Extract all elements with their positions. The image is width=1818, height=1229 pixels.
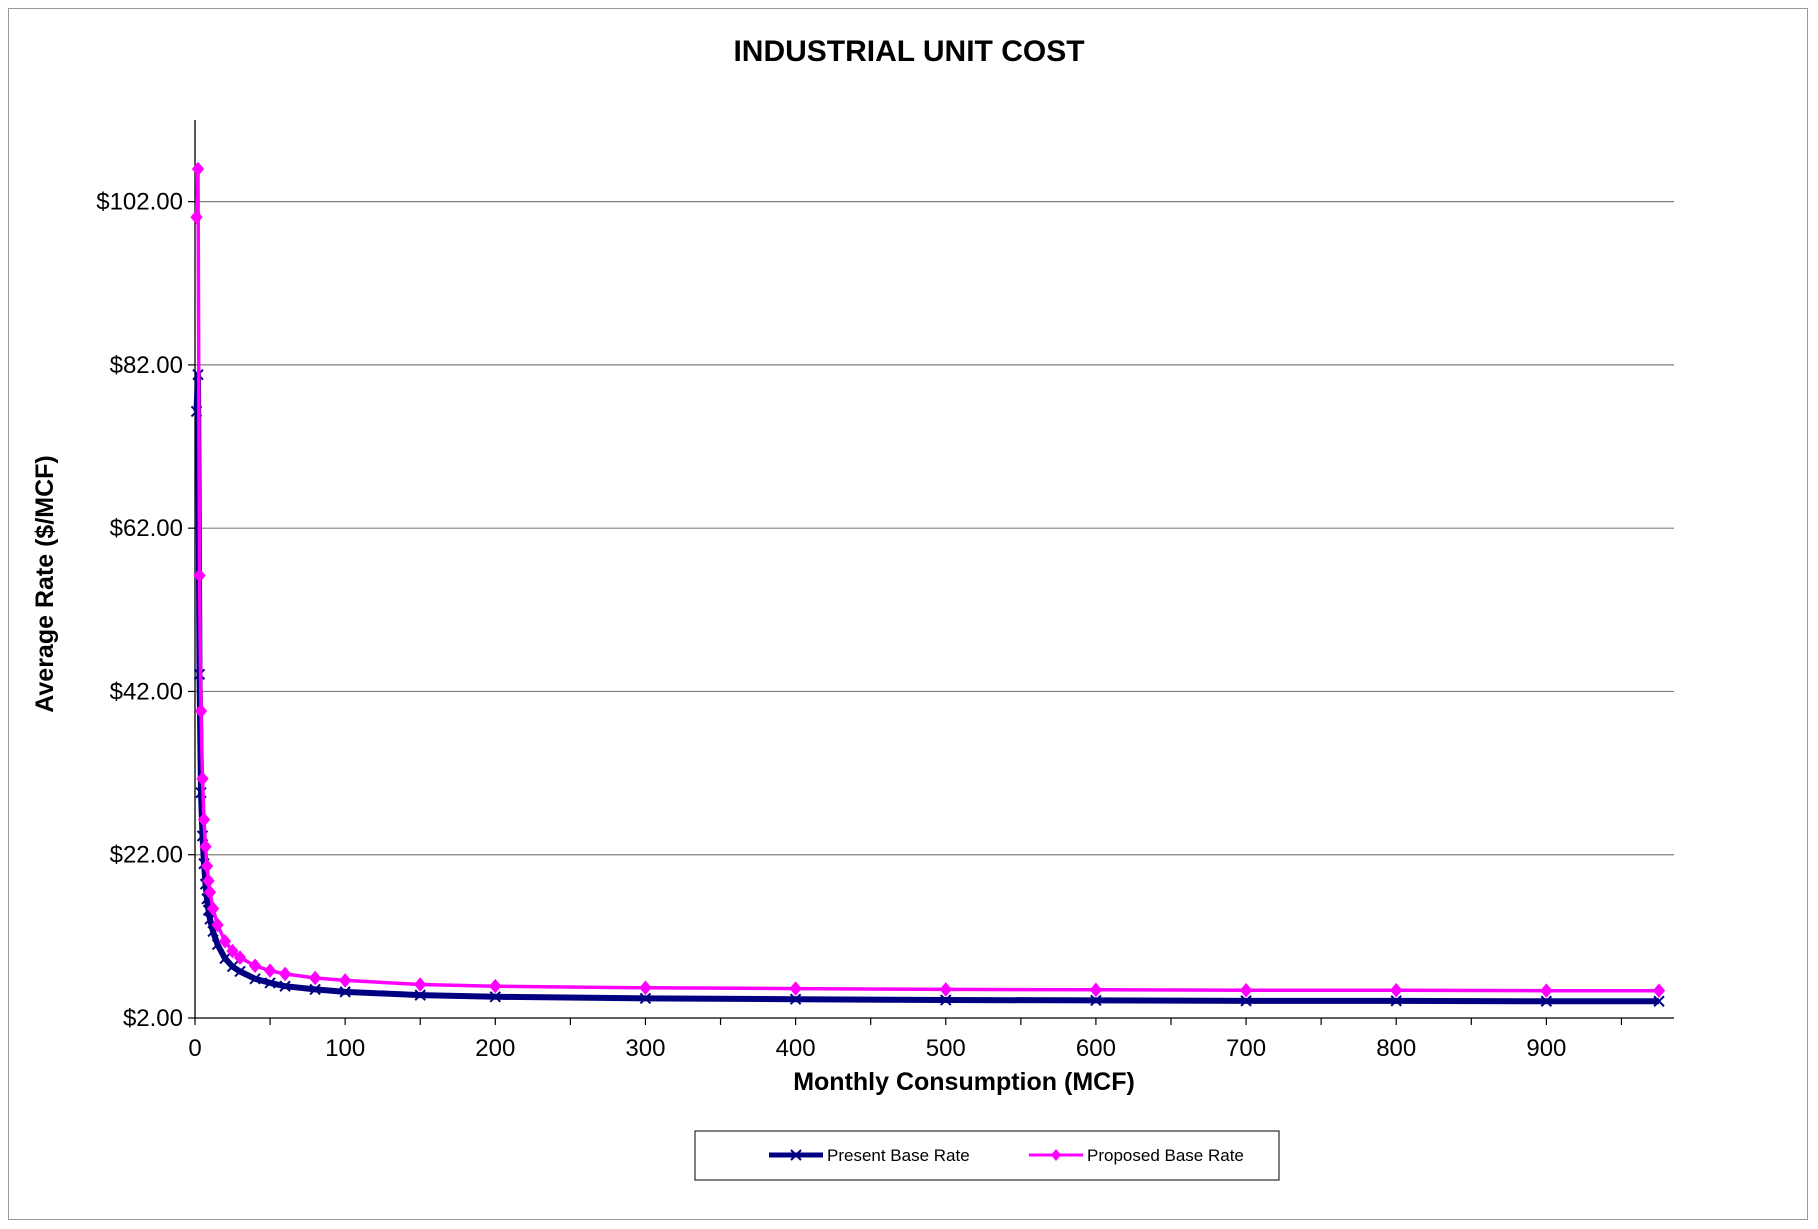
series-line xyxy=(194,167,1659,993)
data-point xyxy=(414,989,426,1001)
legend-label: Proposed Base Rate xyxy=(1087,1146,1244,1165)
legend-marker xyxy=(1051,1149,1061,1161)
y-tick-label: $62.00 xyxy=(110,515,183,542)
data-point xyxy=(190,209,203,225)
legend: Present Base Rate Proposed Base Rate xyxy=(694,1130,1280,1181)
data-point xyxy=(226,960,239,973)
series-layer xyxy=(190,161,1666,1007)
data-point xyxy=(279,980,291,992)
gridlines xyxy=(195,201,1674,856)
data-point xyxy=(249,973,261,985)
y-tick-labels: $2.00 $22.00 $42.00 $62.00 $82.00 $102.00 xyxy=(96,189,183,1032)
data-point xyxy=(197,812,211,827)
x-tick-label: 800 xyxy=(1376,1035,1416,1062)
data-point xyxy=(1390,995,1402,1007)
data-point xyxy=(1240,995,1252,1007)
y-tick-label: $42.00 xyxy=(110,678,183,705)
data-point xyxy=(1390,982,1403,998)
data-point xyxy=(639,980,652,996)
data-point xyxy=(1652,983,1666,998)
x-tick-label: 500 xyxy=(926,1035,966,1062)
data-point xyxy=(218,933,232,949)
data-point xyxy=(234,965,246,978)
data-point xyxy=(211,917,224,933)
data-point xyxy=(1540,983,1553,998)
legend-item: Proposed Base Rate xyxy=(1029,1146,1244,1165)
data-point xyxy=(1540,995,1553,1007)
y-axis-title: Average Rate ($/MCF) xyxy=(31,455,59,712)
x-tick-label: 700 xyxy=(1226,1035,1266,1062)
data-point xyxy=(789,981,802,996)
x-tick-label: 300 xyxy=(625,1035,665,1062)
data-point xyxy=(248,958,262,974)
x-tick-label: 200 xyxy=(475,1035,515,1062)
data-point xyxy=(1239,982,1253,998)
series-proposed-base-rate xyxy=(190,161,1666,998)
data-point xyxy=(789,993,802,1005)
data-point xyxy=(308,970,322,986)
data-point xyxy=(191,161,205,177)
data-point xyxy=(489,978,502,994)
x-axis-title: Monthly Consumption (MCF) xyxy=(793,1068,1135,1096)
data-point xyxy=(193,568,206,583)
data-point xyxy=(278,966,292,982)
y-tick-label: $22.00 xyxy=(110,842,183,869)
x-tick-label: 600 xyxy=(1076,1035,1116,1062)
data-point xyxy=(226,943,239,959)
x-tick-label: 900 xyxy=(1526,1035,1566,1062)
data-point xyxy=(489,991,502,1003)
axes xyxy=(188,120,1674,1025)
data-point xyxy=(263,963,277,978)
series-line xyxy=(193,371,1659,1005)
data-point xyxy=(203,885,217,900)
legend-item: Present Base Rate xyxy=(769,1146,970,1165)
data-point xyxy=(199,839,212,854)
data-point xyxy=(414,977,427,992)
data-point xyxy=(200,858,214,874)
y-tick-label: $82.00 xyxy=(110,352,183,379)
data-point xyxy=(206,901,220,916)
data-point xyxy=(1090,994,1102,1007)
data-point xyxy=(940,994,952,1006)
legend-marker xyxy=(790,1149,802,1161)
x-tick-labels: 0 100 200 300 400 500 600 700 800 900 xyxy=(188,1035,1566,1062)
data-point xyxy=(309,983,321,996)
data-point xyxy=(196,771,209,787)
data-point xyxy=(339,986,351,998)
data-point xyxy=(233,950,247,965)
chart-title: INDUSTRIAL UNIT COST xyxy=(733,35,1084,68)
x-tick-label: 400 xyxy=(776,1035,816,1062)
data-point xyxy=(639,992,652,1005)
data-point xyxy=(939,982,952,997)
x-tick-label: 100 xyxy=(325,1035,365,1062)
chart-frame: INDUSTRIAL UNIT COST $2.00 $22.00 $42.00 $6… xyxy=(8,8,1808,1220)
x-tick-label: 0 xyxy=(188,1035,201,1062)
data-point xyxy=(264,977,276,989)
data-point xyxy=(1089,982,1103,998)
y-tick-label: $102.00 xyxy=(96,189,183,216)
data-point xyxy=(194,703,208,719)
data-point xyxy=(1653,995,1665,1007)
legend-label: Present Base Rate xyxy=(827,1146,970,1165)
chart-svg: INDUSTRIAL UNIT COST $2.00 $22.00 $42.00 $6… xyxy=(31,35,1674,1181)
series-present-base-rate xyxy=(190,368,1665,1007)
y-tick-label: $2.00 xyxy=(123,1005,183,1032)
data-point xyxy=(338,973,352,988)
